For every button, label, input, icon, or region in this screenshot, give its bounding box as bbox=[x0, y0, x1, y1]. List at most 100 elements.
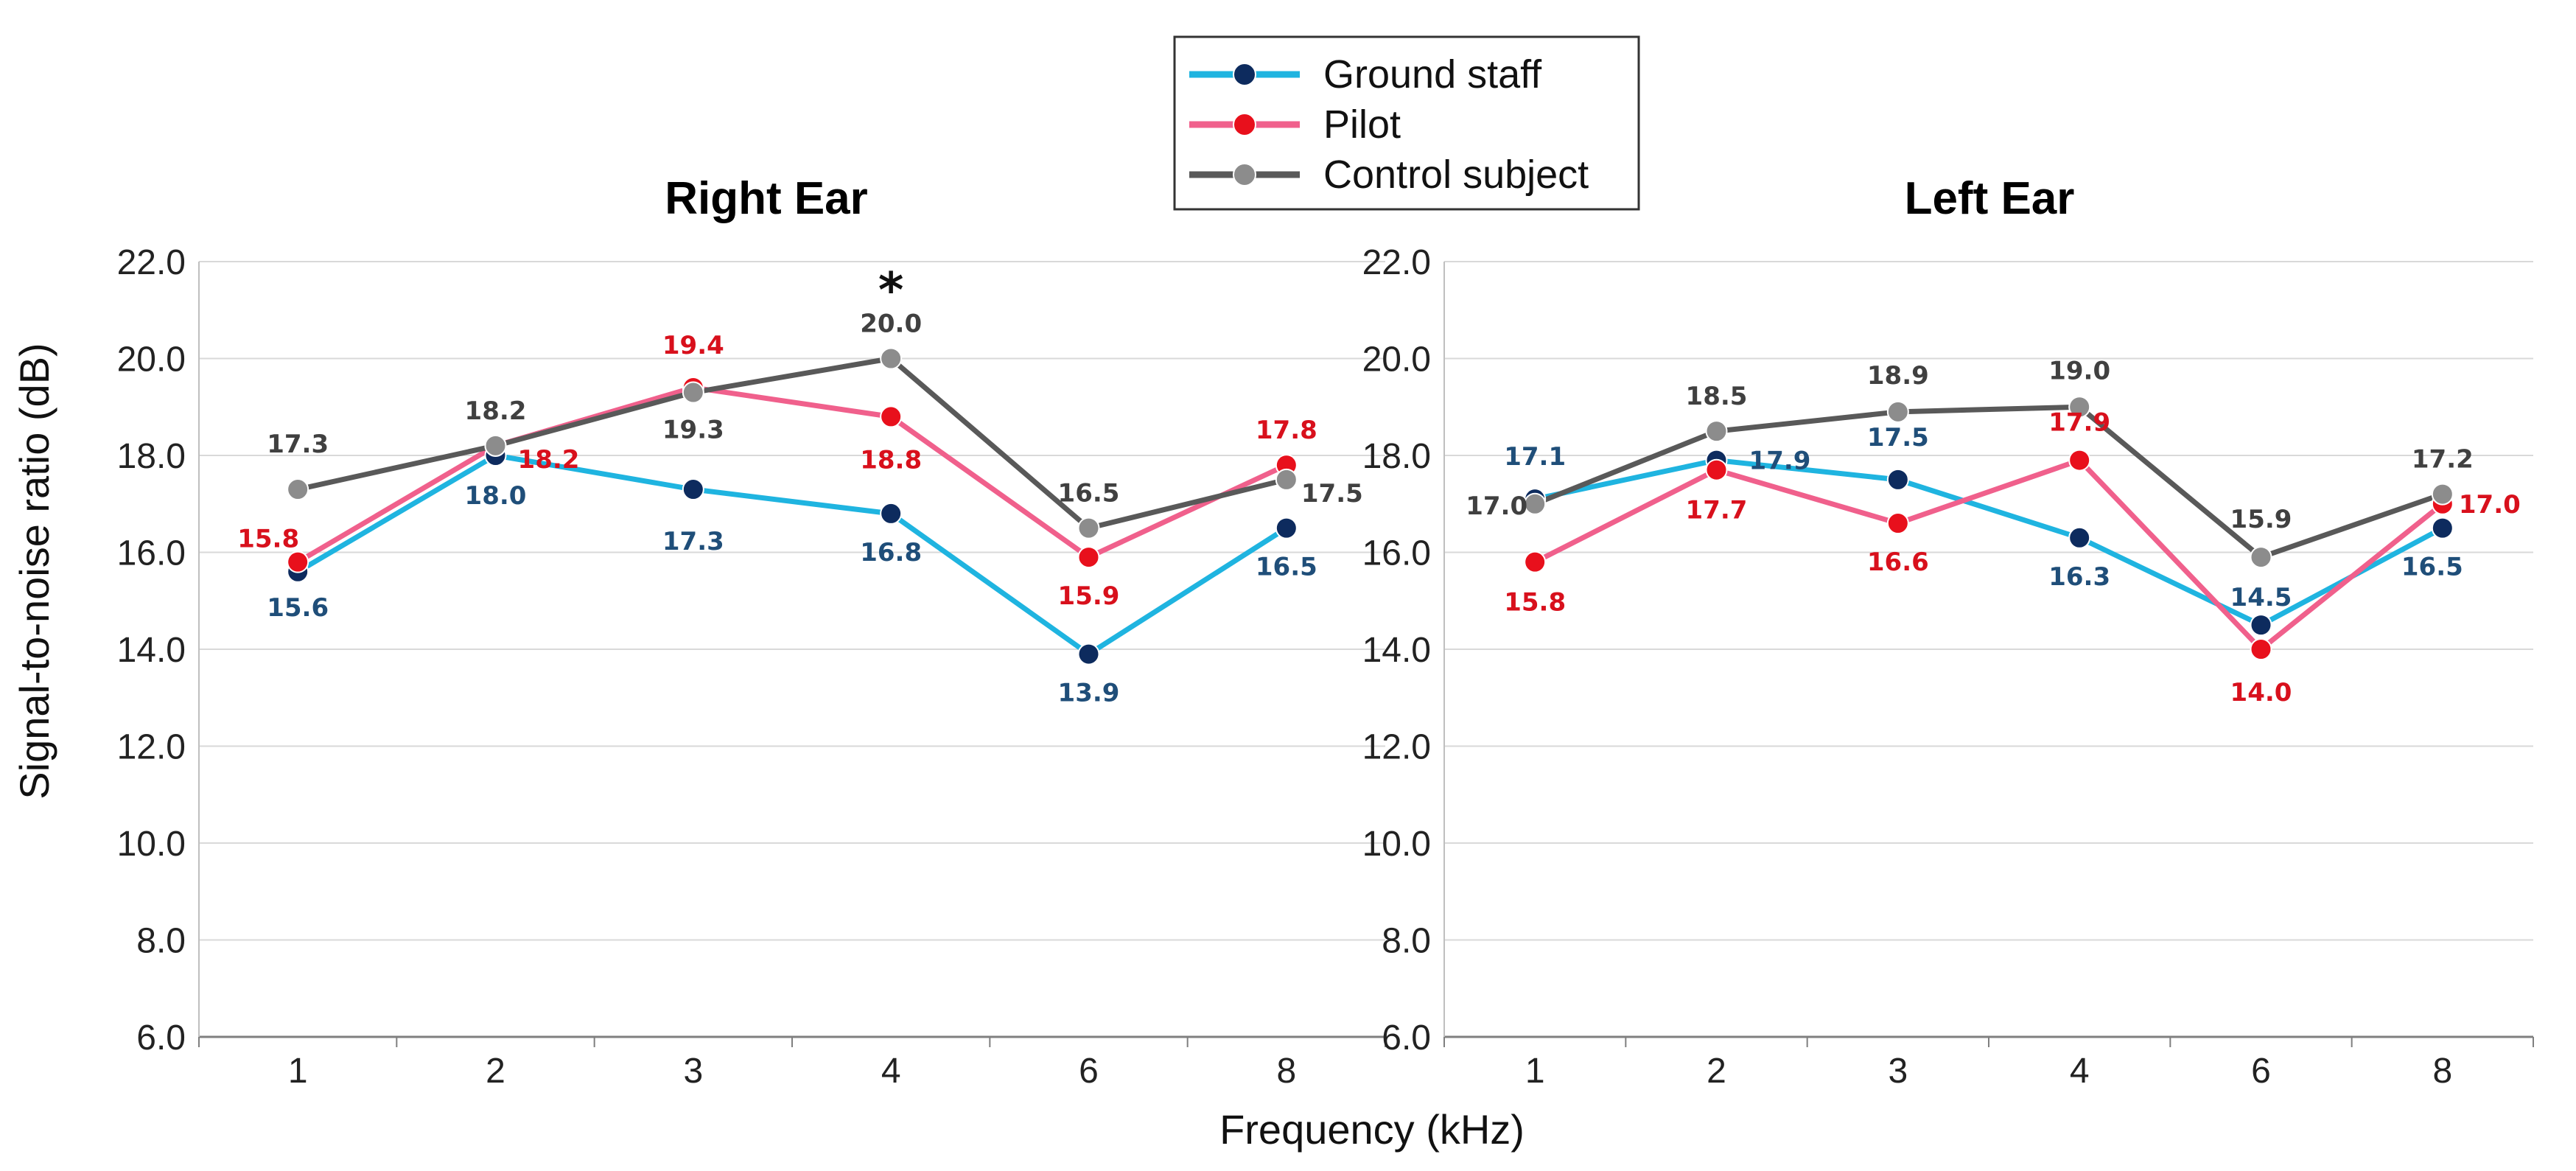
right-ear-data-label-ground-staff: 13.9 bbox=[1058, 679, 1120, 708]
right-ear-point-pilot bbox=[287, 550, 309, 573]
significance-asterisk: * bbox=[878, 262, 904, 319]
x-tick-label: 1 bbox=[1525, 1052, 1545, 1091]
x-tick-label: 8 bbox=[1276, 1052, 1296, 1091]
left-ear-point-control-subject bbox=[2250, 546, 2272, 569]
right-ear-data-label-ground-staff: 16.5 bbox=[1256, 553, 1317, 582]
legend-marker-control-subject bbox=[1233, 163, 1256, 186]
right-ear-data-label-ground-staff: 18.0 bbox=[465, 481, 527, 511]
legend-label-control-subject: Control subject bbox=[1323, 153, 1589, 197]
legend-label-ground-staff: Ground staff bbox=[1323, 52, 1542, 97]
right-ear-point-control-subject bbox=[1275, 468, 1298, 491]
right-ear-point-pilot bbox=[880, 405, 903, 428]
left-ear-data-label-pilot: 17.0 bbox=[2459, 490, 2521, 520]
y-tick-label: 22.0 bbox=[117, 243, 186, 282]
left-ear-data-label-pilot: 17.7 bbox=[1686, 496, 1748, 525]
left-ear-data-label-control-subject: 17.2 bbox=[2412, 445, 2474, 475]
right-ear-data-label-ground-staff: 17.3 bbox=[662, 527, 724, 556]
right-ear-point-ground-staff bbox=[880, 502, 903, 525]
legend: Ground staff Pilot Control subject bbox=[1173, 35, 1640, 211]
left-ear-data-label-pilot: 17.9 bbox=[2048, 408, 2110, 438]
left-ear-point-control-subject bbox=[1524, 492, 1547, 515]
right-ear-point-control-subject bbox=[287, 478, 309, 501]
x-tick-label: 2 bbox=[1707, 1052, 1726, 1091]
left-ear-data-label-ground-staff: 16.5 bbox=[2401, 553, 2463, 582]
panel-right-ear: Right Ear 6.0 8.0 10.0 12.0 14.0 16.0 18.0 20.0… bbox=[117, 173, 1386, 1091]
right-ear-point-ground-staff bbox=[1077, 643, 1100, 665]
left-ear-line-ground-staff bbox=[1534, 458, 2444, 628]
left-ear-point-control-subject bbox=[2431, 483, 2454, 506]
left-ear-data-label-ground-staff: 17.1 bbox=[1504, 442, 1566, 472]
right-ear-data-label-pilot: 15.8 bbox=[237, 525, 299, 554]
left-ear-line-pilot bbox=[1533, 458, 2445, 652]
left-ear-data-label-pilot: 14.0 bbox=[2230, 678, 2292, 707]
panel-left-ear: Left Ear 6.0 8.0 10.0 12.0 14.0 16.0 18.0 20.0 2… bbox=[1362, 173, 2534, 1091]
legend-label-pilot: Pilot bbox=[1323, 102, 1401, 147]
x-tick-label: 4 bbox=[881, 1052, 901, 1091]
right-ear-data-label-control-subject: 16.5 bbox=[1058, 479, 1120, 508]
right-ear-data-label-control-subject: 19.3 bbox=[662, 416, 724, 445]
left-ear-data-label-pilot: 16.6 bbox=[1867, 548, 1929, 577]
left-ear-data-label-ground-staff: 14.5 bbox=[2230, 583, 2292, 612]
right-ear-data-label-control-subject: 18.2 bbox=[465, 396, 527, 426]
right-ear-data-label-pilot: 15.9 bbox=[1058, 581, 1120, 611]
right-ear-data-label-control-subject: 17.5 bbox=[1301, 479, 1363, 508]
x-tick-label: 8 bbox=[2432, 1052, 2452, 1091]
y-tick-label: 12.0 bbox=[117, 728, 186, 767]
left-ear-line-control-subject bbox=[1533, 404, 2443, 560]
left-ear-data-label-ground-staff: 17.9 bbox=[1749, 447, 1811, 476]
left-ear-data-label-control-subject: 19.0 bbox=[2048, 356, 2110, 385]
left-ear-point-ground-staff bbox=[2431, 517, 2454, 539]
legend-marker-ground-staff bbox=[1233, 63, 1256, 86]
right-ear-data-label-ground-staff: 16.8 bbox=[860, 538, 922, 567]
right-ear-line-ground-staff bbox=[296, 452, 1288, 657]
y-axis-title: Signal-to-noise ratio (dB) bbox=[11, 343, 57, 799]
x-tick-label: 2 bbox=[486, 1052, 505, 1091]
right-ear-data-label-ground-staff: 15.6 bbox=[267, 593, 329, 623]
y-tick-label: 16.0 bbox=[1362, 534, 1431, 573]
right-ear-point-control-subject bbox=[682, 381, 704, 404]
right-ear-data-label-control-subject: 17.3 bbox=[267, 430, 329, 459]
right-ear-point-pilot bbox=[1077, 546, 1100, 569]
x-tick-label: 3 bbox=[683, 1052, 703, 1091]
right-ear-data-label-pilot: 18.8 bbox=[860, 445, 922, 475]
left-ear-point-ground-staff bbox=[1886, 468, 1909, 491]
right-ear-line-control-subject bbox=[297, 356, 1287, 531]
x-tick-label: 6 bbox=[1079, 1052, 1099, 1091]
y-tick-label: 20.0 bbox=[117, 340, 186, 380]
left-ear-point-control-subject bbox=[1886, 400, 1909, 423]
y-tick-label: 6.0 bbox=[136, 1018, 186, 1058]
y-tick-label: 10.0 bbox=[1362, 825, 1431, 864]
right-ear-point-control-subject bbox=[1077, 517, 1100, 539]
right-ear-line-pilot bbox=[296, 385, 1288, 564]
right-ear-point-control-subject bbox=[484, 434, 507, 457]
left-ear-point-pilot bbox=[2250, 638, 2272, 660]
right-ear-data-label-control-subject: 20.0 bbox=[860, 310, 922, 339]
y-tick-label: 18.0 bbox=[1362, 437, 1431, 476]
x-tick-label: 3 bbox=[1888, 1052, 1908, 1091]
x-axis-title: Frequency (kHz) bbox=[1219, 1106, 1525, 1153]
left-ear-point-pilot bbox=[1886, 512, 1909, 535]
left-ear-point-pilot bbox=[2068, 449, 2091, 472]
right-ear-point-ground-staff bbox=[682, 478, 704, 501]
left-ear-point-pilot bbox=[1705, 458, 1728, 481]
legend-marker-pilot bbox=[1233, 113, 1256, 136]
left-ear-data-label-control-subject: 18.5 bbox=[1686, 382, 1748, 411]
y-tick-label: 8.0 bbox=[1382, 922, 1431, 961]
left-ear-point-control-subject bbox=[1705, 420, 1728, 443]
y-tick-label: 20.0 bbox=[1362, 340, 1431, 380]
panel-title-left-ear: Left Ear bbox=[1905, 173, 2075, 224]
left-ear-data-label-control-subject: 17.0 bbox=[1466, 492, 1527, 521]
y-tick-label: 12.0 bbox=[1362, 728, 1431, 767]
y-tick-label: 22.0 bbox=[1362, 243, 1431, 282]
left-ear-data-label-control-subject: 18.9 bbox=[1867, 361, 1929, 391]
right-ear-point-ground-staff bbox=[1275, 517, 1298, 539]
left-ear-point-ground-staff bbox=[2068, 526, 2091, 549]
x-tick-label: 4 bbox=[2070, 1052, 2090, 1091]
right-ear-data-label-pilot: 19.4 bbox=[662, 331, 724, 360]
y-tick-label: 8.0 bbox=[136, 922, 186, 961]
left-ear-point-control-subject bbox=[2068, 396, 2091, 419]
left-ear-data-label-ground-staff: 17.5 bbox=[1867, 423, 1929, 452]
panel-title-right-ear: Right Ear bbox=[665, 173, 868, 224]
y-tick-label: 14.0 bbox=[1362, 631, 1431, 670]
